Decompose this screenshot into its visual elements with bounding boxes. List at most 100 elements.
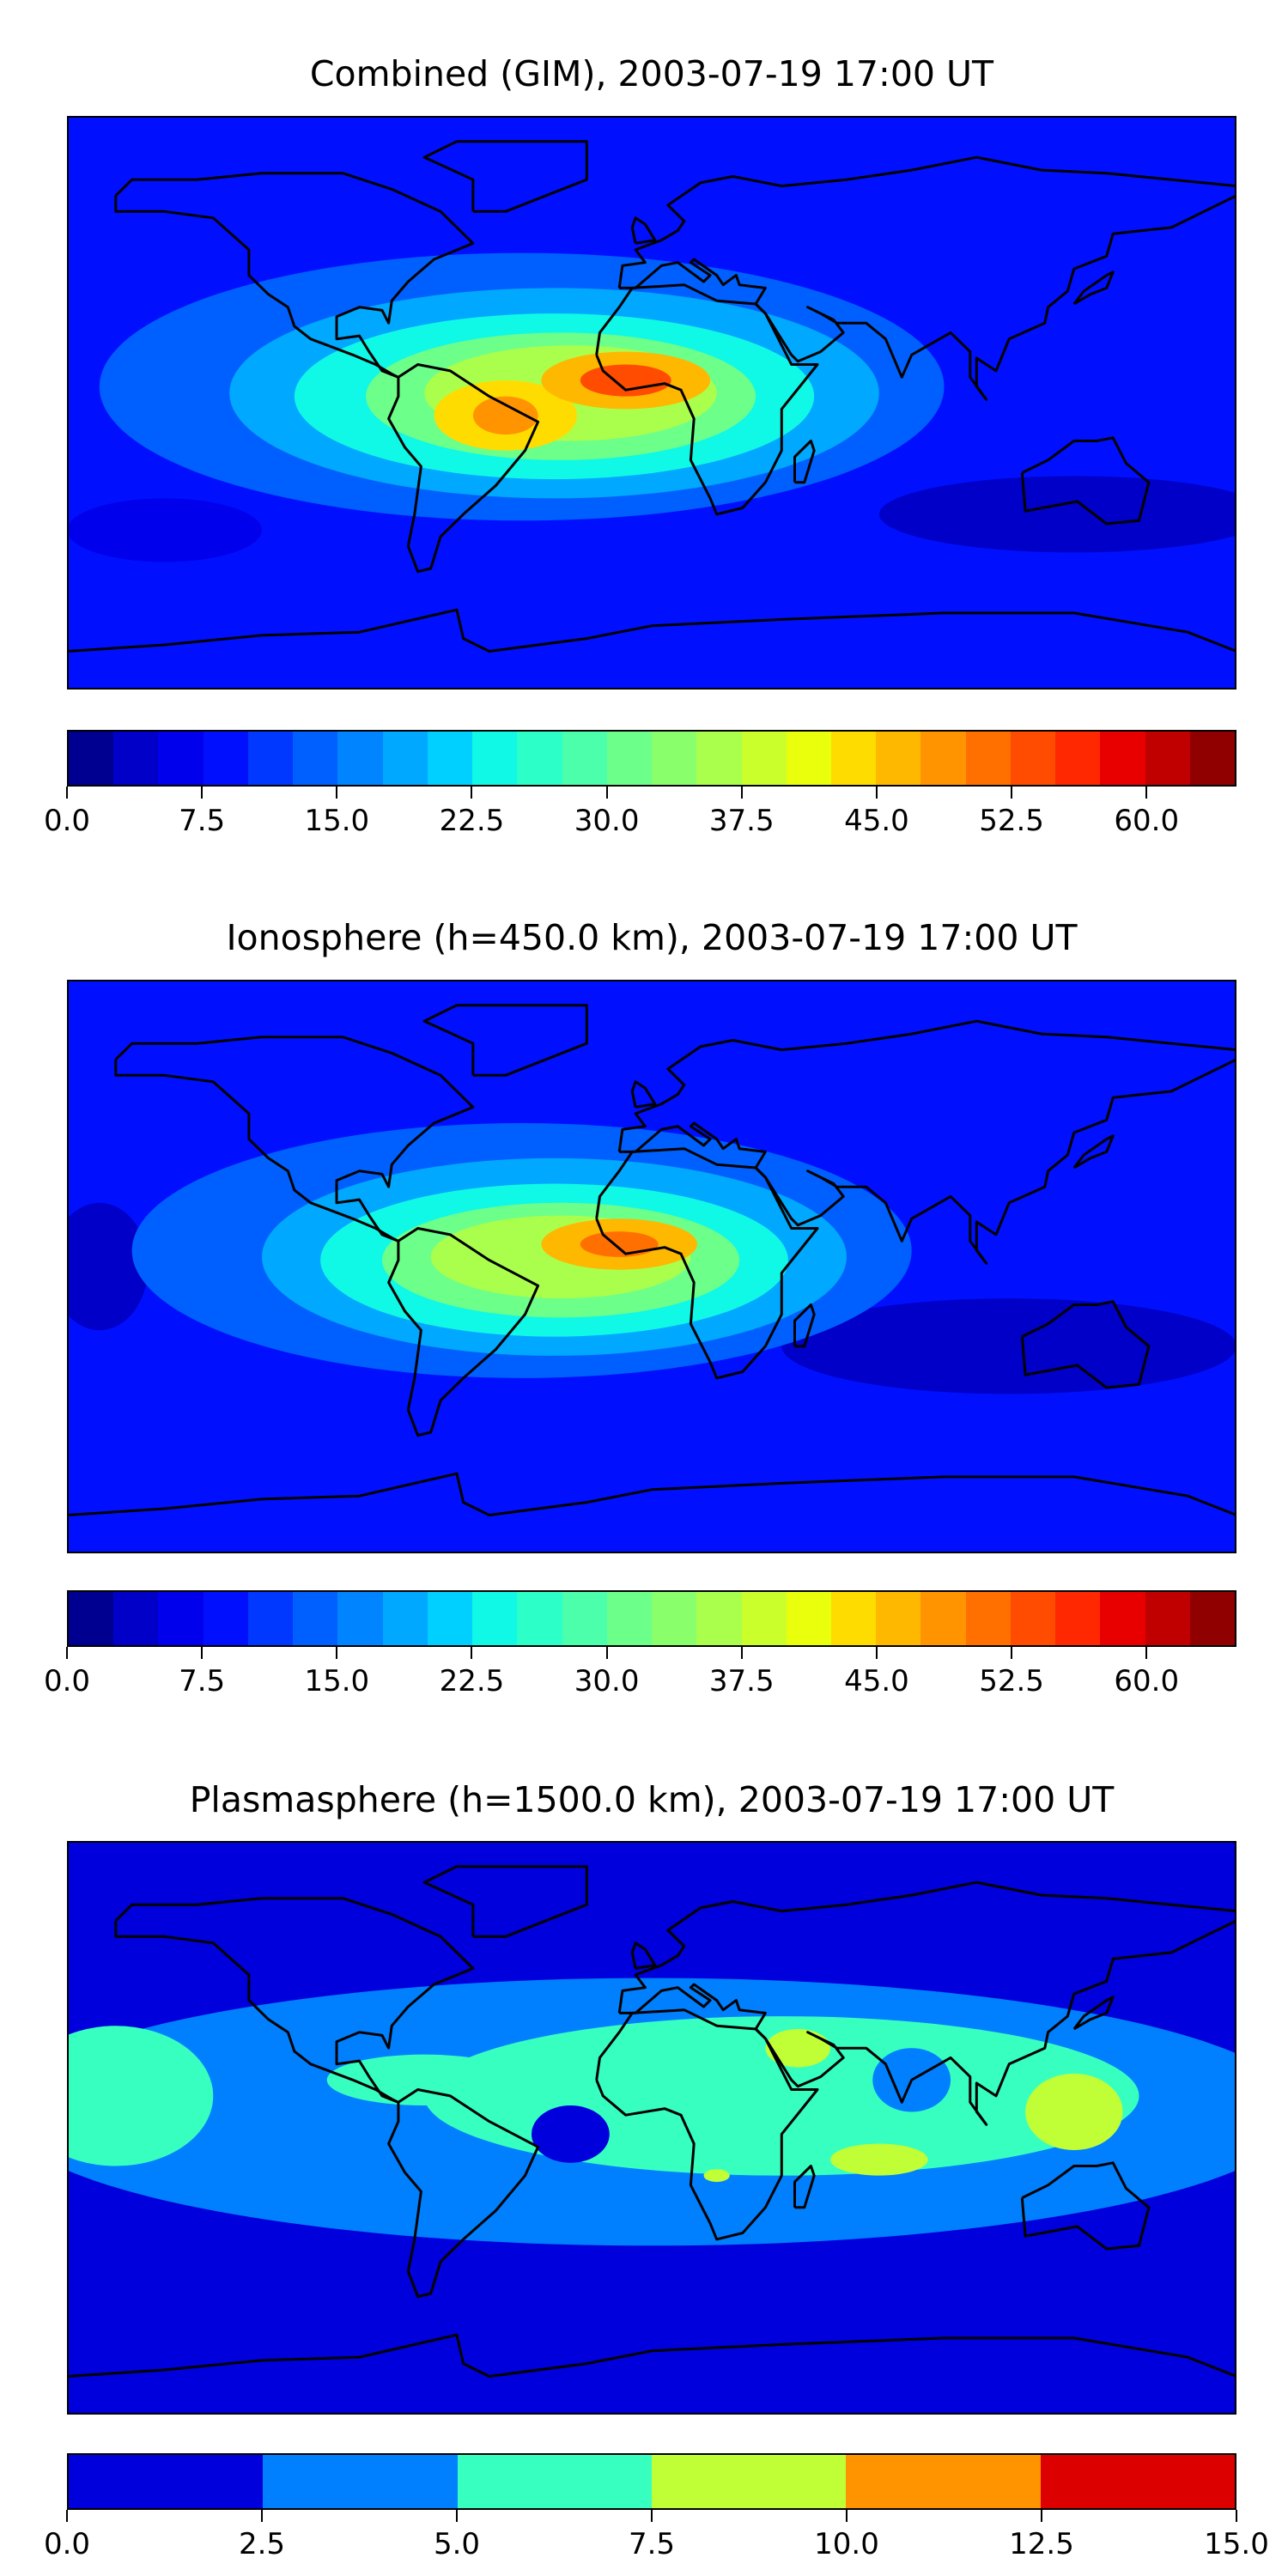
coastline-japan [1072, 1996, 1115, 2031]
colorbar-segment [158, 1592, 204, 1645]
map-frame [67, 980, 1236, 1553]
coastline-eurasia [617, 1019, 1236, 1265]
field-contour [472, 396, 538, 435]
colorbar-segment [113, 1592, 159, 1645]
colorbar-segment [651, 2455, 847, 2508]
colorbar-segment [830, 732, 877, 785]
colorbar-tick-label: 0.0 [43, 804, 91, 838]
panel-3-title: Plasmasphere (h=1500.0 km), 2003-07-19 1… [189, 1779, 1115, 1820]
coastline-africa [595, 2008, 819, 2241]
field-contour [67, 2026, 214, 2166]
field-contour [326, 2054, 522, 2106]
panel-2-title: Ionosphere (h=450.0 km), 2003-07-19 17:0… [226, 917, 1078, 958]
colorbar-segment [203, 732, 248, 785]
colorbar-segment [247, 732, 294, 785]
colorbar-segment [293, 1592, 338, 1645]
coastline-japan [1072, 270, 1115, 306]
colorbar-tick [336, 1647, 338, 1659]
panel-3-colorbar: 0.0 2.5 5.0 7.5 10.0 12.5 15.0 [44, 2453, 1269, 2573]
colorbar-tick-label: 15.0 [1204, 2527, 1269, 2561]
colorbar-bar [67, 2453, 1236, 2510]
colorbar-segment [1010, 732, 1056, 785]
colorbar-segment [337, 732, 383, 785]
colorbar-segment [1040, 2455, 1235, 2508]
colorbar-segment [472, 732, 518, 785]
colorbar-tick [261, 2510, 263, 2522]
colorbar-segment [876, 1592, 921, 1645]
colorbar-tick-label: 10.0 [814, 2527, 879, 2561]
colorbar-segment [741, 732, 787, 785]
colorbar-tick [66, 2510, 68, 2522]
colorbar-segment [382, 1592, 428, 1645]
colorbar-segment [696, 1592, 742, 1645]
colorbar-tick [201, 1647, 204, 1659]
coastline-australia [1020, 436, 1151, 526]
colorbar-tick [1145, 787, 1148, 799]
field-contour [67, 498, 262, 562]
colorbar-tick [201, 787, 204, 799]
colorbar-tick-label: 5.0 [433, 2527, 481, 2561]
coastline-africa [595, 1147, 819, 1380]
panel-1-map [67, 116, 1236, 690]
colorbar-tick-label: 60.0 [1114, 804, 1180, 838]
colorbar-tick-label: 0.0 [43, 1664, 91, 1698]
colorbar-tick [66, 787, 68, 799]
colorbar-segment [830, 1592, 877, 1645]
colorbar-tick [1145, 1647, 1148, 1659]
field-polar-north [67, 1841, 1236, 2001]
colorbar-segment [382, 732, 428, 785]
coastline-eurasia [617, 155, 1236, 401]
colorbar-segment [472, 1592, 518, 1645]
colorbar-tick-label: 7.5 [628, 2527, 676, 2561]
colorbar-tick [846, 2510, 848, 2522]
coastline-north-america [114, 1897, 475, 2104]
colorbar-tick [471, 787, 473, 799]
colorbar-segment [1055, 1592, 1101, 1645]
colorbar-segment [203, 1592, 248, 1645]
colorbar-tick-label: 22.5 [439, 804, 505, 838]
map-frame [67, 1841, 1236, 2415]
colorbar-tick-label: 52.5 [979, 1664, 1044, 1698]
colorbar-tick-label: 52.5 [979, 804, 1044, 838]
field-contour [1025, 2073, 1123, 2150]
colorbar-tick [875, 787, 878, 799]
colorbar-tick [1236, 2510, 1237, 2522]
colorbar-segment [1100, 1592, 1145, 1645]
colorbar-segment [263, 2455, 458, 2508]
field-contour [67, 1202, 149, 1331]
colorbar-segment [920, 1592, 966, 1645]
colorbar-tick [605, 1647, 608, 1659]
field-contour [878, 476, 1236, 553]
colorbar-tick-label: 7.5 [179, 1664, 226, 1698]
colorbar-tick [1041, 2510, 1042, 2522]
colorbar-tick-label: 0.0 [43, 2527, 91, 2561]
colorbar-segment [113, 732, 159, 785]
colorbar-tick [605, 787, 608, 799]
colorbar-bar [67, 730, 1236, 787]
colorbar-tick-label: 15.0 [304, 1664, 370, 1698]
panel-1-title: Combined (GIM), 2003-07-19 17:00 UT [309, 53, 994, 94]
colorbar-tick-label: 37.5 [708, 1664, 775, 1698]
colorbar-tick-label: 15.0 [304, 804, 370, 838]
colorbar-segment [562, 1592, 607, 1645]
colorbar-segment [606, 1592, 653, 1645]
coastline-madagascar [793, 2165, 816, 2209]
colorbar-tick-label: 45.0 [844, 1664, 909, 1698]
coastline-antarctica [67, 608, 1236, 653]
coastline-antarctica [67, 1472, 1236, 1516]
colorbar-segment [846, 2455, 1041, 2508]
field-contour [580, 1231, 659, 1257]
colorbar-tick [471, 1647, 473, 1659]
panel-3-map [67, 1841, 1236, 2415]
coastline-great-britain [630, 216, 657, 245]
colorbar-tick [740, 1647, 743, 1659]
colorbar-bar [67, 1590, 1236, 1647]
field-contour [532, 2105, 610, 2163]
colorbar-segment [69, 732, 114, 785]
colorbar-segment [1100, 732, 1145, 785]
coastline-japan [1072, 1134, 1115, 1170]
coastline-greenland [422, 140, 588, 213]
colorbar-tick [66, 1647, 68, 1659]
panel-2-colorbar: 0.0 7.5 15.0 22.5 30.0 37.5 45.0 52.5 60.0 [44, 1590, 1236, 1710]
colorbar-tick [456, 2510, 458, 2522]
